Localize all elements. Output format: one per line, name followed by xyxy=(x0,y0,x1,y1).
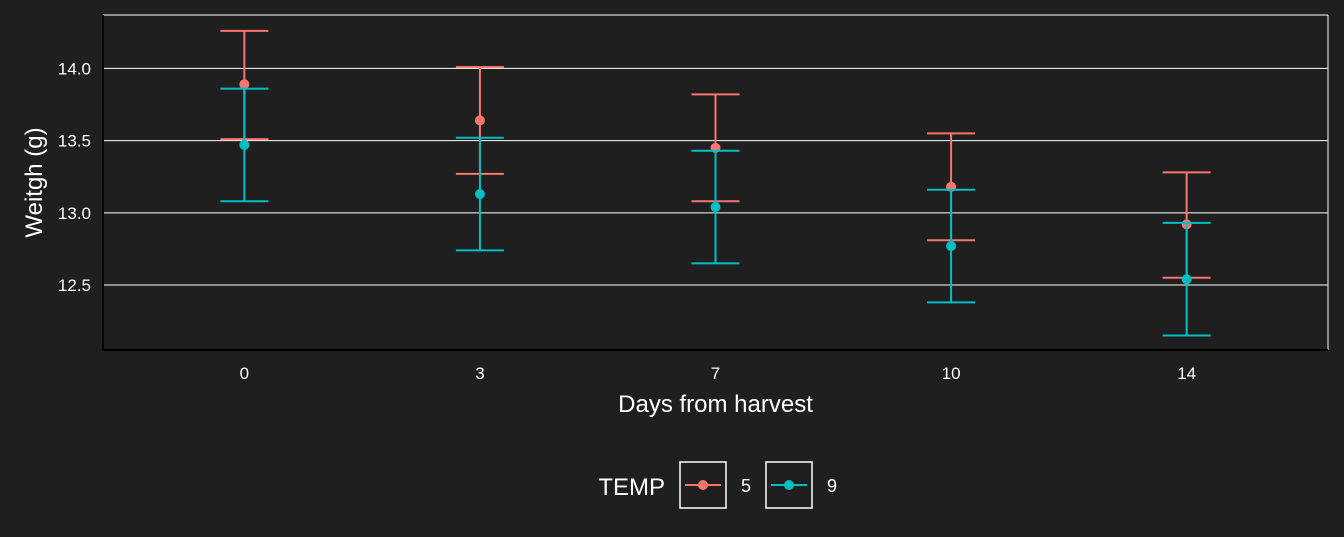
legend: TEMP 5 9 xyxy=(598,461,837,509)
y-tick-label: 14.0 xyxy=(58,59,91,78)
x-axis-title: Days from harvest xyxy=(618,391,813,418)
legend-label: 5 xyxy=(741,476,751,496)
y-tick-label: 12.5 xyxy=(58,276,91,295)
data-point xyxy=(946,241,957,252)
data-point xyxy=(239,139,250,150)
legend-key-point xyxy=(784,480,794,490)
data-point xyxy=(1181,274,1192,285)
legend-title: TEMP xyxy=(598,474,665,501)
y-tick-label: 13.0 xyxy=(58,204,91,223)
y-tick-labels: 12.5 13.0 13.5 14.0 xyxy=(58,59,91,295)
legend-key-5: 5 xyxy=(679,461,751,509)
x-tick-label: 0 xyxy=(240,364,249,383)
x-tick-label: 7 xyxy=(711,364,720,383)
legend-label: 9 xyxy=(827,476,837,496)
x-tick-label: 3 xyxy=(475,364,484,383)
data-point xyxy=(710,202,721,213)
data-point xyxy=(474,189,485,200)
y-tick-label: 13.5 xyxy=(58,132,91,151)
x-tick-labels: 0 3 7 10 14 xyxy=(240,364,1197,383)
legend-key-9: 9 xyxy=(765,461,837,509)
legend-key-point xyxy=(698,480,708,490)
series-layer xyxy=(220,29,1211,337)
y-axis-title: Weitgh (g) xyxy=(21,127,48,237)
x-tick-label: 14 xyxy=(1177,364,1196,383)
series-9 xyxy=(220,87,1211,337)
data-point xyxy=(474,115,485,126)
data-point xyxy=(239,79,250,90)
x-tick-label: 10 xyxy=(942,364,961,383)
